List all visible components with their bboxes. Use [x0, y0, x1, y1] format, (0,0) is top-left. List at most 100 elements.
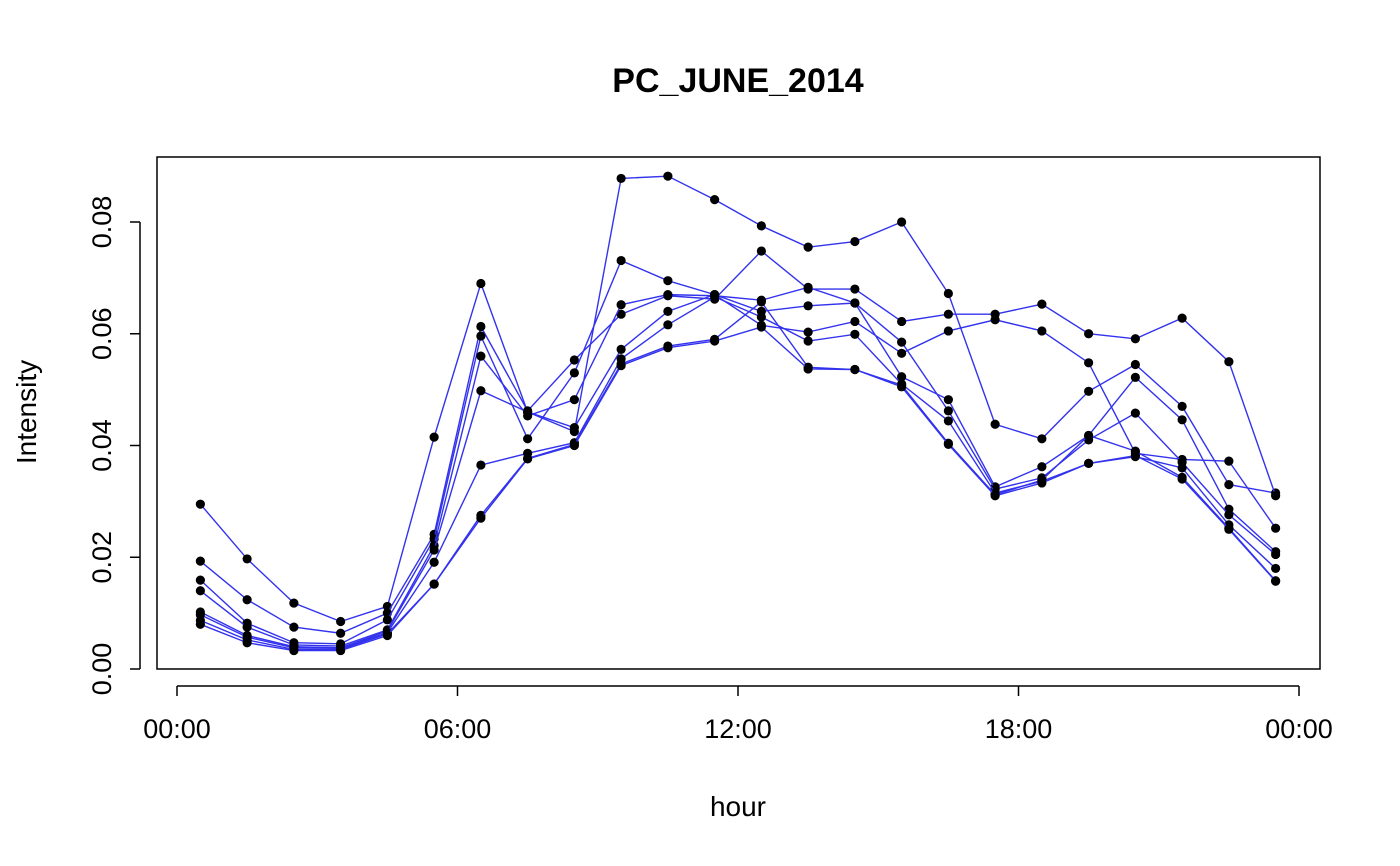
data-point: [1177, 463, 1187, 473]
data-point: [242, 595, 252, 605]
data-point: [803, 336, 813, 346]
data-point: [616, 360, 626, 371]
data-point: [943, 288, 953, 299]
y-axis: 0.00 0.02 0.04 0.06 0.08: [87, 196, 141, 696]
y-axis-label: Intensity: [11, 360, 42, 464]
data-point: [523, 407, 533, 417]
y-tick-label: 0.08: [87, 196, 117, 249]
data-point: [850, 298, 860, 308]
data-point: [756, 322, 766, 332]
series-line: [199, 259, 1277, 645]
data-point: [429, 545, 439, 555]
data-point: [1130, 359, 1140, 370]
data-point: [1084, 386, 1094, 396]
data-point: [336, 645, 346, 656]
y-tick-label: 0.00: [87, 643, 117, 696]
data-point: [1037, 299, 1047, 309]
data-point: [429, 579, 439, 589]
x-axis: 00:00 06:00 12:00 18:00 00:00: [143, 685, 1333, 744]
data-point: [616, 344, 626, 354]
series-line: [199, 286, 1277, 647]
data-point: [897, 348, 907, 358]
data-point: [663, 290, 673, 300]
data-point: [897, 382, 907, 392]
data-point: [1084, 458, 1094, 468]
data-point: [1177, 313, 1187, 323]
plot-frame: [156, 156, 1321, 670]
data-point: [1271, 523, 1281, 533]
data-point: [663, 306, 673, 316]
data-point: [897, 316, 907, 327]
data-point: [242, 622, 252, 632]
data-point: [1224, 357, 1234, 367]
data-point: [569, 368, 579, 378]
series-line: [200, 300, 1277, 651]
data-point: [756, 297, 766, 307]
data-point: [1084, 329, 1094, 339]
data-point: [897, 337, 907, 347]
data-point: [289, 645, 299, 656]
data-point: [195, 499, 205, 509]
data-point: [943, 416, 953, 426]
data-point: [1177, 474, 1187, 484]
series-group: [195, 171, 1281, 656]
data-point: [710, 195, 720, 205]
data-point: [195, 619, 205, 629]
data-point: [1130, 334, 1140, 344]
series-line: [199, 175, 1276, 623]
data-point: [990, 419, 1000, 429]
data-point: [523, 434, 533, 444]
data-point: [429, 432, 439, 442]
data-point: [1271, 576, 1281, 586]
data-point: [382, 615, 392, 625]
data-point: [1224, 480, 1234, 490]
data-point: [663, 343, 673, 353]
data-point: [803, 301, 813, 311]
y-tick-label: 0.02: [87, 531, 117, 584]
data-point: [476, 278, 486, 289]
data-point: [195, 586, 205, 596]
series-5: [195, 290, 1281, 653]
data-point: [1037, 462, 1047, 472]
x-tick-label: 00:00: [1265, 714, 1333, 744]
data-point: [1224, 456, 1234, 466]
data-point: [336, 628, 346, 638]
data-point: [943, 439, 953, 449]
y-tick-label: 0.04: [87, 419, 117, 472]
data-point: [476, 351, 486, 361]
data-point: [850, 284, 860, 294]
data-point: [803, 282, 813, 292]
data-point: [1084, 430, 1094, 441]
series-line: [200, 326, 1277, 652]
data-point: [897, 217, 907, 227]
data-point: [616, 255, 626, 266]
data-point: [195, 575, 205, 585]
data-point: [289, 622, 299, 632]
data-point: [569, 395, 579, 405]
data-point: [616, 173, 626, 184]
data-point: [523, 454, 533, 464]
series-7: [195, 297, 1281, 655]
x-axis-label: hour: [710, 791, 766, 822]
data-point: [1130, 450, 1140, 461]
data-point: [1084, 358, 1094, 368]
data-point: [1177, 401, 1187, 411]
x-tick-label: 12:00: [704, 714, 772, 744]
data-point: [803, 327, 813, 337]
series-3: [195, 255, 1281, 649]
data-point: [897, 372, 907, 382]
data-point: [1177, 415, 1187, 425]
x-tick-label: 00:00: [143, 714, 211, 744]
data-point: [476, 331, 486, 341]
data-point: [943, 406, 953, 416]
data-point: [476, 460, 486, 470]
data-point: [943, 309, 953, 319]
data-point: [429, 557, 439, 567]
data-point: [850, 364, 860, 375]
data-point: [336, 616, 346, 627]
data-point: [476, 321, 486, 332]
data-point: [943, 326, 953, 336]
data-point: [569, 423, 579, 433]
series-line: [200, 296, 1277, 650]
x-tick-label: 06:00: [424, 714, 492, 744]
